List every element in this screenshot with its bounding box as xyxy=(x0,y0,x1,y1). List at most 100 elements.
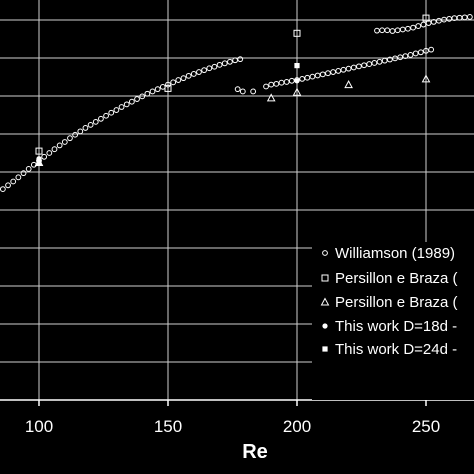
legend-entry: This work D=18d - xyxy=(335,318,457,335)
legend-entry: Persillon e Braza ( xyxy=(335,294,458,311)
data-point xyxy=(412,50,419,57)
data-point xyxy=(294,63,300,69)
data-point xyxy=(381,57,388,64)
data-point xyxy=(466,14,473,20)
data-point xyxy=(206,65,213,72)
data-point xyxy=(82,125,89,131)
data-point xyxy=(415,23,422,29)
data-point xyxy=(421,74,431,83)
legend-entry: This work D=24d - xyxy=(335,341,457,358)
data-point xyxy=(423,47,429,54)
data-point xyxy=(10,178,17,185)
legend-marker xyxy=(320,297,330,306)
x-tick-label: 250 xyxy=(412,417,440,436)
data-point xyxy=(98,115,104,122)
data-point xyxy=(436,17,442,24)
data-point xyxy=(46,150,53,156)
data-point xyxy=(263,83,269,90)
legend-marker xyxy=(322,323,328,329)
data-point xyxy=(51,146,58,153)
data-point xyxy=(273,80,280,87)
series-4 xyxy=(36,63,300,166)
data-point xyxy=(371,60,378,66)
data-point xyxy=(350,64,357,71)
data-point xyxy=(335,68,342,74)
data-point xyxy=(397,54,404,61)
data-point xyxy=(118,104,125,110)
data-point xyxy=(149,88,156,95)
data-point xyxy=(15,174,22,181)
x-tick-label: 200 xyxy=(283,417,311,436)
data-point xyxy=(227,58,233,65)
data-point xyxy=(376,58,383,65)
data-point xyxy=(250,88,257,95)
data-point xyxy=(292,87,302,96)
data-point xyxy=(185,72,192,79)
data-point xyxy=(196,69,202,75)
data-point xyxy=(5,182,11,189)
data-point xyxy=(61,139,68,145)
data-point xyxy=(234,86,241,93)
data-point xyxy=(304,74,311,81)
data-point xyxy=(430,19,437,25)
data-point xyxy=(77,128,84,135)
data-point xyxy=(293,29,301,37)
data-point xyxy=(420,21,427,28)
data-point xyxy=(232,57,238,64)
data-point xyxy=(170,79,177,86)
data-point xyxy=(113,107,120,113)
x-tick-label: 150 xyxy=(154,417,182,436)
data-point xyxy=(211,63,218,70)
data-point xyxy=(340,66,347,73)
x-tick-label: 100 xyxy=(25,417,53,436)
data-point xyxy=(25,166,32,172)
data-point xyxy=(128,98,135,105)
legend-entry: Persillon e Braza ( xyxy=(335,270,458,287)
data-point xyxy=(325,70,331,77)
series-1 xyxy=(35,14,430,155)
data-marks xyxy=(0,14,473,192)
data-point xyxy=(190,71,197,77)
data-point xyxy=(20,170,27,177)
data-point xyxy=(239,88,246,95)
data-point xyxy=(314,72,321,79)
data-point xyxy=(92,118,99,125)
data-point xyxy=(410,24,417,31)
data-point xyxy=(221,60,228,67)
data-point xyxy=(294,78,300,84)
series-2 xyxy=(34,74,431,166)
data-point xyxy=(144,90,151,97)
data-point xyxy=(319,71,326,78)
data-point xyxy=(201,67,208,74)
data-point xyxy=(87,121,94,128)
legend-marker xyxy=(322,250,328,256)
data-point xyxy=(266,93,276,102)
data-point xyxy=(283,79,290,85)
data-point xyxy=(154,86,161,93)
data-point xyxy=(330,69,337,75)
data-point xyxy=(164,84,172,92)
data-point xyxy=(103,112,109,119)
data-point xyxy=(180,75,187,82)
legend-marker xyxy=(322,346,328,352)
x-axis-title: Re xyxy=(242,441,268,463)
data-point xyxy=(0,186,6,192)
data-point xyxy=(72,131,79,138)
legend-box xyxy=(312,242,474,400)
data-point xyxy=(405,25,411,32)
data-point xyxy=(386,56,393,63)
data-point xyxy=(36,159,42,166)
data-point xyxy=(216,61,223,68)
data-point xyxy=(402,53,409,59)
data-point xyxy=(417,49,424,56)
data-point xyxy=(309,73,316,80)
data-point xyxy=(428,46,435,53)
data-point xyxy=(134,96,140,102)
data-point xyxy=(392,55,398,62)
data-point xyxy=(56,142,63,149)
data-point xyxy=(165,81,171,88)
data-point xyxy=(108,109,115,116)
legend-entry: Williamson (1989) xyxy=(335,245,455,262)
series-0 xyxy=(0,14,473,192)
data-point xyxy=(175,77,182,83)
